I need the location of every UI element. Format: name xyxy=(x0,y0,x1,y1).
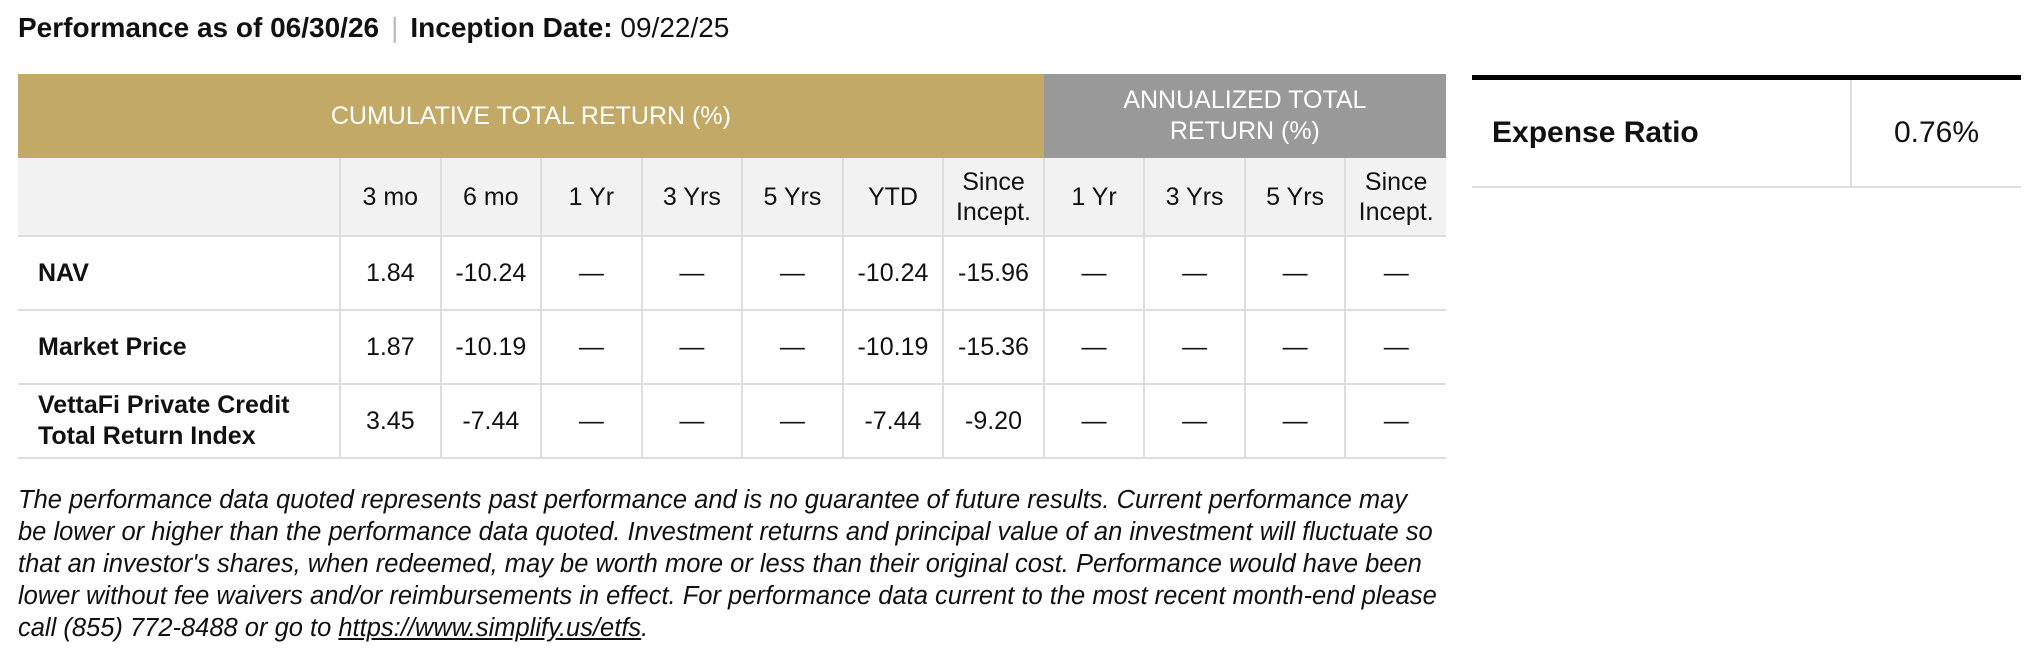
footnote: The performance data quoted represents p… xyxy=(18,484,1438,644)
column-header: Since Incept. xyxy=(942,158,1044,237)
performance-label: Performance as of 06/30/26 xyxy=(18,12,380,43)
table-row: NAV 1.84 -10.24— — — -10.24 -15.96— — — — xyxy=(18,236,1446,311)
cell: -10.24 xyxy=(841,236,944,311)
group-header-cell: ANNUALIZED TOTAL RETURN (%) xyxy=(1043,74,1446,158)
cell: 1.84 xyxy=(339,236,441,311)
cell: -10.19 xyxy=(841,310,944,385)
cell: — xyxy=(1243,236,1346,311)
cell: — xyxy=(1042,310,1145,385)
cell: -9.20 xyxy=(942,384,1044,459)
cell: — xyxy=(640,236,743,311)
column-header: 5 Yrs xyxy=(741,158,843,237)
footnote-link[interactable]: https://www.simplify.us/etfs xyxy=(338,614,642,642)
cell: — xyxy=(1344,236,1446,311)
cell: — xyxy=(540,384,642,459)
cell: — xyxy=(540,310,642,385)
expense-ratio: Expense Ratio 0.76% xyxy=(1472,75,2021,188)
cell: -10.24 xyxy=(439,236,542,311)
cell: -7.44 xyxy=(841,384,944,459)
cell: -7.44 xyxy=(439,384,542,459)
expense-label: Expense Ratio xyxy=(1472,80,1852,186)
separator: | xyxy=(391,12,399,43)
column-header: 1 Yr xyxy=(1042,158,1145,237)
row-label: NAV xyxy=(18,236,341,311)
expense-value: 0.76% xyxy=(1893,116,1980,149)
column-header: Since Incept. xyxy=(1344,158,1446,237)
column-header: 3 Yrs xyxy=(1143,158,1245,237)
cell: — xyxy=(540,236,642,311)
inception-label: Inception Date: xyxy=(410,12,613,43)
footnote-end: . xyxy=(641,614,649,642)
cell: — xyxy=(1143,384,1245,459)
cell: — xyxy=(640,310,743,385)
cell: — xyxy=(1344,384,1446,459)
cell: — xyxy=(1143,236,1245,311)
cell: — xyxy=(1042,384,1145,459)
cell: — xyxy=(1143,310,1245,385)
column-header: 6 mo xyxy=(439,158,542,237)
cell: -15.96 xyxy=(942,236,1044,311)
cell: — xyxy=(741,236,843,311)
table-row: VettaFi Private Credit Total Return Inde… xyxy=(18,384,1446,459)
column-header: 3 mo xyxy=(339,158,441,237)
cell: 1.87 xyxy=(339,310,441,385)
cell: — xyxy=(741,384,843,459)
footnote-text: The performance data quoted represents p… xyxy=(18,486,1437,642)
cell: 3.45 xyxy=(339,384,441,459)
group-header-row: CUMULATIVE TOTAL RETURN (%) ANNUALIZED TO… xyxy=(18,74,1446,158)
inception-date: 09/22/25 xyxy=(620,12,730,43)
column-header: 3 Yrs xyxy=(640,158,743,237)
column-header: YTD xyxy=(841,158,944,237)
cell: — xyxy=(1243,384,1346,459)
cell: — xyxy=(640,384,743,459)
column-header: 1 Yr xyxy=(540,158,642,237)
table-row: Market Price 1.87 -10.19— — — -10.19 -15.36— — —… xyxy=(18,310,1446,385)
cell: — xyxy=(1344,310,1446,385)
cell: — xyxy=(1042,236,1145,311)
cell: -15.36 xyxy=(942,310,1044,385)
performance-table: CUMULATIVE TOTAL RETURN (%) ANNUALIZED TO… xyxy=(18,74,1446,459)
header: Performance as of 06/30/26 | Inception Dat… xyxy=(18,10,729,46)
row-label: Market Price xyxy=(18,310,341,385)
cell: — xyxy=(1243,310,1346,385)
blank-header xyxy=(18,158,341,237)
column-header: 5 Yrs xyxy=(1243,158,1346,237)
group-header-cell: CUMULATIVE TOTAL RETURN (%) xyxy=(18,74,1044,158)
row-label: VettaFi Private Credit Total Return Inde… xyxy=(18,384,341,459)
cell: — xyxy=(741,310,843,385)
column-header-row: 3 mo 6 mo 1 Yr 3 Yrs 5 Yrs YTD Since Incept. 1 … xyxy=(18,158,1446,237)
cell: -10.19 xyxy=(439,310,542,385)
